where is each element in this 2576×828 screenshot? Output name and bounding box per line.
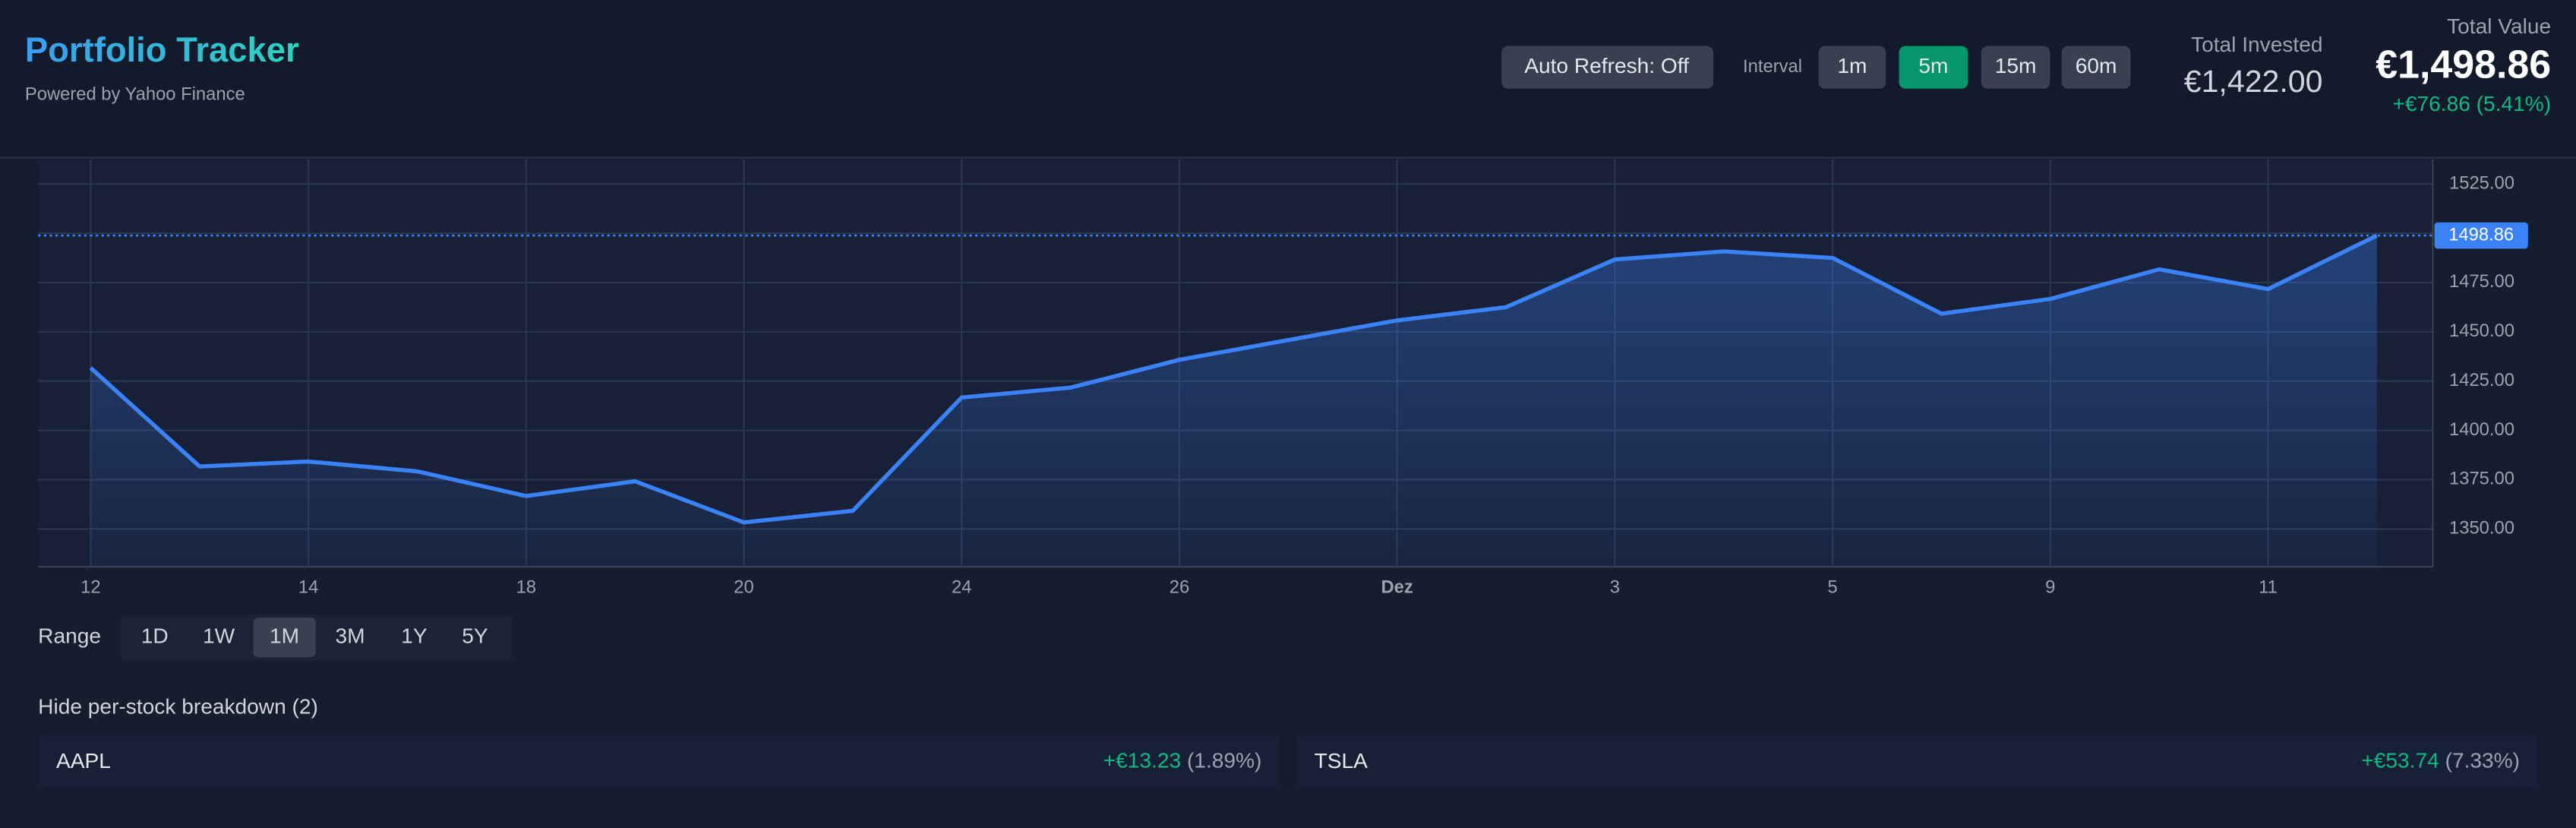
- total-invested-label: Total Invested: [2191, 33, 2322, 56]
- total-change: +€76.86 (5.41%): [2392, 92, 2551, 115]
- total-value: €1,498.86: [2376, 42, 2551, 86]
- stock-change-row: +€13.23 (1.89%): [1103, 749, 1262, 773]
- y-tick-label: 1375.00: [2449, 469, 2514, 489]
- x-tick-label: 14: [298, 577, 318, 598]
- auto-refresh-label[interactable]: Auto Refresh: Off: [1524, 54, 1689, 77]
- last-price-tag: [2434, 222, 2528, 249]
- auto-refresh-button[interactable]: [1501, 46, 1714, 89]
- range-option[interactable]: 1Y: [401, 624, 428, 648]
- stock-gap: [2439, 749, 2445, 773]
- stock-change: +€53.74: [2361, 749, 2439, 773]
- last-price-label: 1498.86: [2448, 224, 2514, 245]
- x-tick-label: 9: [2045, 577, 2055, 598]
- header-bar: [0, 0, 2576, 158]
- interval-option[interactable]: 1m: [1837, 54, 1867, 77]
- x-tick-label: 12: [80, 577, 100, 598]
- x-tick-label: 20: [734, 577, 753, 598]
- stock-card: [1296, 735, 2538, 789]
- y-tick-label: 1425.00: [2449, 370, 2514, 390]
- breakdown-toggle[interactable]: Hide per-stock breakdown (2): [38, 695, 318, 719]
- interval-button[interactable]: [1981, 46, 2050, 89]
- app-subtitle: Powered by Yahoo Finance: [25, 84, 245, 105]
- range-option[interactable]: 5Y: [462, 624, 488, 648]
- stock-percent: (7.33%): [2445, 749, 2520, 773]
- stock-change: +€13.23: [1103, 749, 1181, 773]
- range-option[interactable]: 3M: [336, 624, 365, 648]
- x-tick-label: Dez: [1381, 577, 1413, 598]
- total-value-label: Total Value: [2447, 14, 2551, 38]
- stock-change-row: +€53.74 (7.33%): [2361, 749, 2520, 773]
- stock-symbol: TSLA: [1315, 749, 1368, 773]
- stock-symbol: AAPL: [56, 749, 111, 773]
- app-title: Portfolio Tracker: [25, 30, 299, 69]
- x-tick-label: 11: [2259, 577, 2278, 598]
- total-invested: €1,422.00: [2184, 64, 2323, 99]
- y-tick-label: 1525.00: [2449, 172, 2514, 193]
- x-tick-label: 18: [516, 577, 536, 598]
- range-group: [120, 614, 513, 661]
- x-tick-label: 5: [1827, 577, 1837, 598]
- interval-option[interactable]: 60m: [2076, 54, 2117, 77]
- interval-button[interactable]: [2061, 46, 2131, 89]
- range-option[interactable]: 1D: [141, 624, 169, 648]
- stock-gap: [1181, 749, 1187, 773]
- stock-card: [38, 735, 1280, 789]
- interval-option[interactable]: 15m: [1995, 54, 2037, 77]
- x-tick-label: 26: [1170, 577, 1189, 598]
- x-tick-label: 3: [1610, 577, 1620, 598]
- range-option[interactable]: 1W: [203, 624, 235, 648]
- interval-button[interactable]: [1818, 46, 1886, 89]
- stock-percent: (1.89%): [1187, 749, 1261, 773]
- interval-option[interactable]: 5m: [1918, 54, 1948, 77]
- price-line: [89, 233, 2379, 525]
- area-fill: [90, 235, 2377, 567]
- y-tick-label: 1450.00: [2449, 321, 2514, 341]
- y-tick-label: 1475.00: [2449, 271, 2514, 292]
- interval-label: Interval: [1743, 56, 1802, 77]
- x-tick-label: 24: [952, 577, 971, 598]
- interval-button[interactable]: [1899, 46, 1968, 89]
- range-label: Range: [38, 624, 101, 648]
- y-tick-label: 1400.00: [2449, 419, 2514, 440]
- y-tick-label: 1350.00: [2449, 518, 2514, 539]
- range-active[interactable]: [253, 618, 316, 658]
- range-option[interactable]: 1M: [270, 624, 299, 648]
